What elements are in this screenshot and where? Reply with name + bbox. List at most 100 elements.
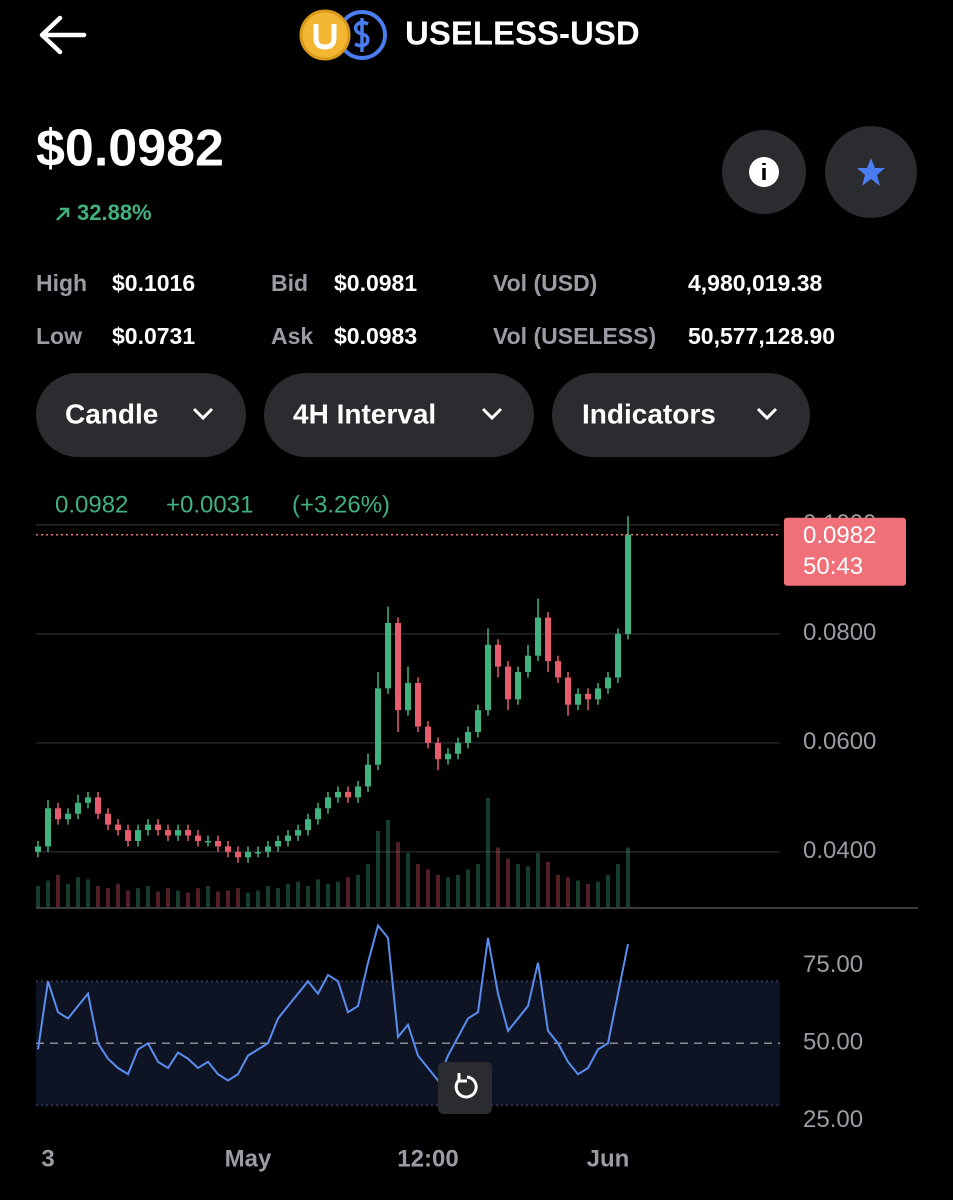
chevron xyxy=(481,407,503,421)
y-tick-label: 75.00 xyxy=(803,951,863,978)
volume-bar xyxy=(536,853,540,908)
legend-change: +0.0031 xyxy=(166,491,253,518)
back-button[interactable] xyxy=(39,15,87,55)
volume-bar xyxy=(46,880,50,908)
price: $0.0982 xyxy=(36,120,224,178)
candle-body xyxy=(595,688,601,700)
candle-body xyxy=(515,672,521,700)
reset-button[interactable] xyxy=(438,1062,492,1114)
candle-body xyxy=(425,726,431,743)
candle-body xyxy=(535,617,541,656)
legend-percent: (+3.26%) xyxy=(292,491,390,518)
volume-bar xyxy=(506,858,510,908)
volume-bar xyxy=(86,879,90,908)
y-tick-label: 0.0400 xyxy=(803,837,876,864)
volume-bar xyxy=(276,888,280,908)
volume-bar xyxy=(356,875,360,908)
last-price-label: 0.0982 xyxy=(803,522,876,549)
stat-label: Low xyxy=(36,323,82,349)
candle-body xyxy=(85,797,91,803)
volume-bar xyxy=(386,820,390,908)
candle-body xyxy=(405,682,411,711)
info-button[interactable] xyxy=(722,130,806,214)
watchlist-button[interactable] xyxy=(825,126,917,218)
candle-body xyxy=(235,851,241,858)
stat-value: $0.0731 xyxy=(112,323,195,349)
candle-body xyxy=(225,846,231,852)
interval-button[interactable]: 4H Interval xyxy=(264,373,534,457)
volume-bar xyxy=(606,875,610,908)
stat-value: $0.0983 xyxy=(334,323,417,349)
legend-close: 0.0982 xyxy=(55,491,128,518)
volume-bar xyxy=(366,864,370,908)
candle-body xyxy=(545,617,551,662)
candle-body xyxy=(565,677,571,705)
stat-value: $0.1016 xyxy=(112,270,195,296)
volume-bar xyxy=(136,888,140,908)
stat-label: Bid xyxy=(271,270,308,296)
stat-label: Vol (USD) xyxy=(493,270,597,296)
volume-bar xyxy=(496,847,500,908)
volume-bar xyxy=(596,881,600,908)
candle-body xyxy=(45,808,51,847)
button-bg xyxy=(36,373,246,457)
volume-bar xyxy=(196,888,200,908)
plot: 0.04000.06000.08000.10000.098250:433May1… xyxy=(35,510,906,1172)
candle-body xyxy=(585,693,591,700)
volume-bar xyxy=(526,866,530,908)
volume-bar xyxy=(466,869,470,908)
volume-bar xyxy=(426,869,430,908)
button-label: Candle xyxy=(65,398,158,429)
volume-bar xyxy=(326,883,330,908)
y-tick-label: 50.00 xyxy=(803,1029,863,1056)
volume-bar xyxy=(476,864,480,908)
candle-body xyxy=(335,791,341,798)
stat-label: High xyxy=(36,270,87,296)
candle-body xyxy=(95,797,101,814)
volume-bar xyxy=(96,886,100,908)
y-tick-label: 0.0600 xyxy=(803,728,876,755)
volume-bar xyxy=(76,877,80,908)
stat-value: 4,980,019.38 xyxy=(688,270,823,296)
x-tick-label: Jun xyxy=(587,1145,630,1172)
button-label: 4H Interval xyxy=(293,398,436,429)
volume-bar xyxy=(176,890,180,908)
candle-body xyxy=(125,830,131,841)
candle-body xyxy=(165,830,171,836)
candle-body xyxy=(195,835,201,841)
candle-body xyxy=(575,693,581,705)
volume-bar xyxy=(206,886,210,908)
usd-glyph xyxy=(353,18,370,52)
reset-bg xyxy=(438,1062,492,1114)
volume-bar xyxy=(316,879,320,908)
volume-bar xyxy=(216,891,220,908)
candle-body xyxy=(55,808,61,820)
volume-bar xyxy=(156,891,160,908)
volume-bar xyxy=(586,883,590,908)
y-tick-label: 25.00 xyxy=(803,1106,863,1133)
volume-bar xyxy=(126,890,130,908)
candle-body xyxy=(215,840,221,847)
x-tick-label: May xyxy=(225,1145,272,1172)
candle-body xyxy=(415,682,421,727)
volume-bar xyxy=(286,883,290,908)
x-tick-label: 12:00 xyxy=(397,1145,458,1172)
candle-body xyxy=(465,731,471,743)
indicators-button[interactable]: Indicators xyxy=(552,373,810,457)
volume-bar xyxy=(306,886,310,908)
candle-body xyxy=(375,688,381,765)
button-label: Indicators xyxy=(582,398,716,429)
candle-body xyxy=(275,840,281,847)
candle-body xyxy=(115,824,121,831)
volume-bar xyxy=(396,842,400,908)
chart-type-button[interactable]: Candle xyxy=(36,373,246,457)
up-arrow xyxy=(56,207,70,221)
volume-bar xyxy=(556,875,560,908)
volume-bar xyxy=(66,883,70,908)
volume-bar xyxy=(116,883,120,908)
candle-body xyxy=(495,644,501,667)
y-tick-label: 0.0800 xyxy=(803,619,876,646)
volume-bar xyxy=(616,864,620,908)
